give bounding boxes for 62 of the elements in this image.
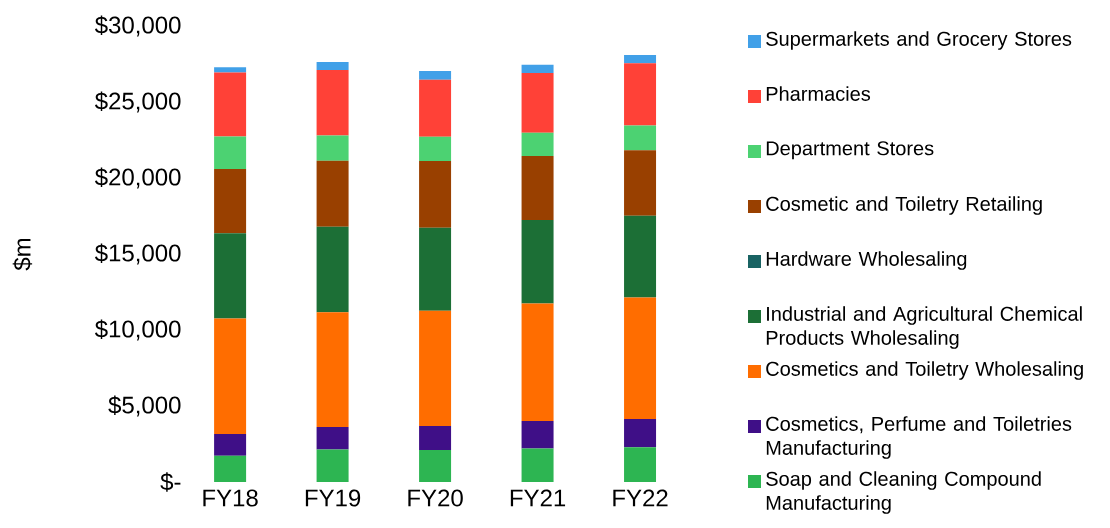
- bar: [624, 419, 657, 448]
- legend-label: Department Stores: [766, 141, 934, 160]
- x-tick-label: FY20: [408, 489, 463, 507]
- legend-label: Industrial and Agricultural Chemical Products Wholesaling: [766, 306, 1082, 349]
- legend-label: Supermarkets and Grocery Stores: [766, 31, 1072, 50]
- x-tick-label: FY18: [203, 489, 258, 507]
- y-tick-label: $20,000: [94, 167, 181, 189]
- legend-label: Soap and Cleaning Compound Manufacturing: [766, 471, 1041, 514]
- bar: [316, 426, 349, 450]
- legend-label: Pharmacies: [766, 86, 871, 101]
- bar: [214, 72, 247, 137]
- bar: [316, 160, 349, 227]
- bar: [419, 79, 452, 137]
- bar: [521, 303, 554, 422]
- bar: [521, 132, 554, 156]
- bar: [624, 54, 657, 64]
- bar: [521, 421, 554, 449]
- bar: [419, 136, 452, 161]
- bar: [316, 62, 349, 71]
- bar: [214, 233, 247, 319]
- bar: [624, 63, 657, 126]
- bar: [419, 426, 452, 451]
- x-tick-label: FY19: [305, 489, 361, 507]
- bar: [419, 227, 452, 311]
- x-tick-label: FY22: [613, 489, 668, 507]
- bar: [521, 73, 554, 133]
- y-tick-label: $10,000: [94, 319, 181, 341]
- bar: [419, 160, 452, 228]
- bar: [214, 168, 247, 234]
- bar: [316, 449, 349, 482]
- legend-label: Hardware Wholesaling: [766, 251, 967, 270]
- y-axis-title: $m: [12, 238, 33, 271]
- y-tick-label: $5,000: [108, 395, 181, 417]
- bar: [419, 70, 452, 80]
- bar: [624, 447, 657, 482]
- x-tick-label: FY21: [510, 489, 566, 507]
- bar: [419, 310, 452, 427]
- y-tick-label: $15,000: [94, 243, 181, 265]
- bar: [624, 215, 657, 298]
- bar: [316, 226, 349, 313]
- legend-label: Cosmetic and Toiletry Retailing: [766, 196, 1042, 215]
- bar: [316, 135, 349, 161]
- bar: [316, 70, 349, 136]
- bar: [214, 67, 247, 73]
- bar: [521, 219, 554, 304]
- y-tick-label: $30,000: [94, 15, 181, 37]
- bar: [316, 312, 349, 427]
- bar: [624, 297, 657, 420]
- bar: [624, 150, 657, 216]
- bar: [214, 433, 247, 456]
- legend-label: Cosmetics and Toiletry Wholesaling: [766, 361, 1083, 380]
- bar: [419, 450, 452, 482]
- bar: [521, 155, 554, 220]
- bar: [214, 318, 247, 434]
- legend-label: Cosmetics, Perfume and Toiletries Manufacturing: [766, 416, 1072, 459]
- bar: [624, 125, 657, 151]
- y-tick-label: $25,000: [94, 91, 181, 113]
- y-tick-label: $-: [160, 472, 181, 492]
- bar: [521, 64, 554, 74]
- bar: [214, 455, 247, 482]
- bar: [214, 136, 247, 169]
- bar: [521, 448, 554, 482]
